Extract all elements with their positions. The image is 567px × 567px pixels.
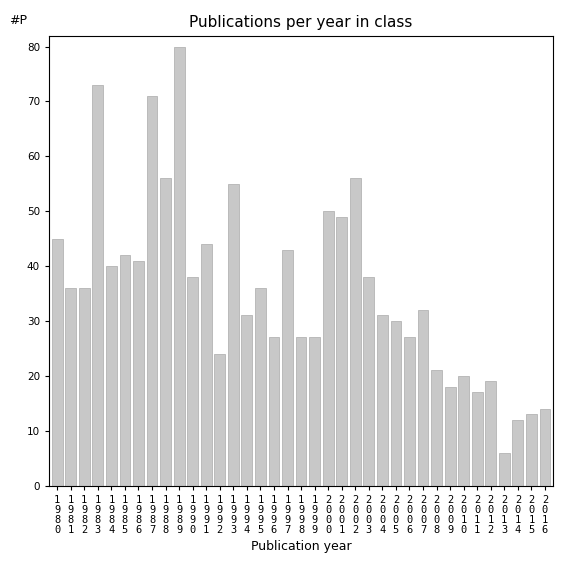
Bar (445, 387, 455, 485)
Bar (187, 277, 198, 485)
Bar (309, 337, 320, 485)
Bar (52, 239, 62, 485)
Bar (160, 178, 171, 485)
Bar (147, 96, 158, 485)
Bar (540, 409, 551, 485)
Bar (472, 392, 483, 485)
Bar (377, 315, 388, 485)
Bar (350, 178, 361, 485)
Bar (431, 370, 442, 485)
Bar (418, 310, 429, 485)
Title: Publications per year in class: Publications per year in class (189, 15, 413, 30)
Bar (255, 288, 266, 485)
Bar (228, 184, 239, 485)
Bar (404, 337, 415, 485)
Bar (214, 354, 225, 485)
Bar (174, 46, 184, 485)
Bar (282, 249, 293, 485)
Bar (499, 452, 510, 485)
Bar (269, 337, 280, 485)
Bar (201, 244, 211, 485)
Bar (106, 266, 117, 485)
Bar (295, 337, 307, 485)
Bar (526, 414, 537, 485)
Bar (120, 255, 130, 485)
Bar (485, 381, 496, 485)
Bar (65, 288, 76, 485)
Bar (336, 217, 347, 485)
Bar (363, 277, 374, 485)
Bar (242, 315, 252, 485)
Bar (458, 376, 469, 485)
Bar (133, 261, 144, 485)
Bar (513, 420, 523, 485)
Text: #P: #P (9, 14, 27, 27)
X-axis label: Publication year: Publication year (251, 540, 352, 553)
Bar (391, 321, 401, 485)
Bar (92, 85, 103, 485)
Bar (323, 211, 333, 485)
Bar (79, 288, 90, 485)
